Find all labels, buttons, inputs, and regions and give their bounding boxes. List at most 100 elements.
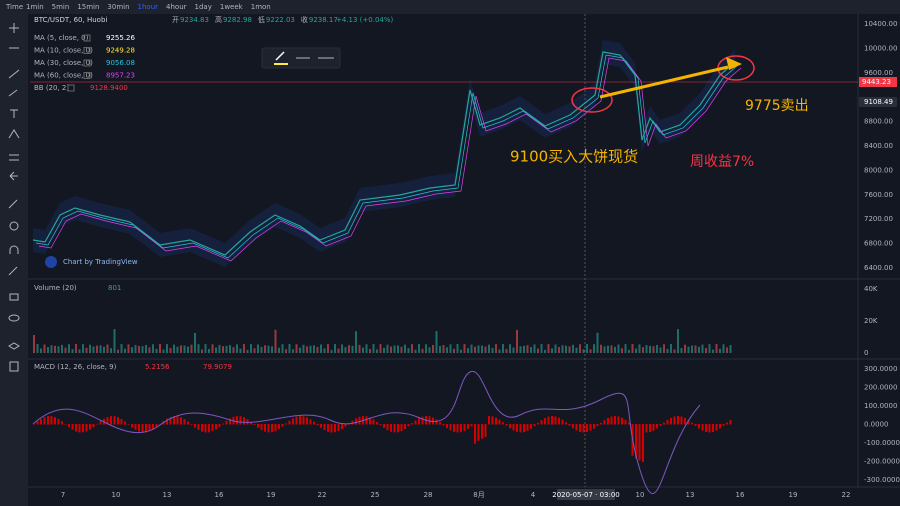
macd-bar xyxy=(264,424,266,432)
volume-bar xyxy=(663,344,665,353)
pen-icon[interactable] xyxy=(275,51,285,61)
macd-bar xyxy=(113,416,116,425)
volume-bar xyxy=(386,344,389,353)
volume-bar xyxy=(320,344,322,353)
volume-bar xyxy=(407,348,410,353)
interval-button[interactable]: 1min xyxy=(26,3,44,11)
macd-bar xyxy=(502,422,504,425)
time-tick: 16 xyxy=(736,491,745,499)
volume-bar xyxy=(232,347,235,353)
volume-bar xyxy=(260,346,263,353)
interval-button[interactable]: 4hour xyxy=(166,3,187,11)
volume-bar xyxy=(509,344,511,353)
volume-bar xyxy=(250,344,252,353)
macd-bar xyxy=(670,417,672,425)
macd-bar xyxy=(166,418,168,425)
volume-tick: 0 xyxy=(864,349,868,357)
symbol[interactable]: BTC/USDT, 60, Huobi xyxy=(34,16,107,24)
macd-bar xyxy=(484,424,487,438)
interval-button[interactable]: 1mon xyxy=(251,3,271,11)
macd-bar xyxy=(222,423,224,425)
macd-bar xyxy=(428,416,431,425)
volume-bar xyxy=(278,347,280,353)
volume-bar xyxy=(481,345,483,353)
macd-bar xyxy=(99,421,102,425)
volume-bar xyxy=(666,348,669,353)
macd-bar xyxy=(358,416,361,425)
volume-bar xyxy=(537,348,539,353)
indicator-toggle[interactable] xyxy=(83,59,91,67)
price-tick: 7600.00 xyxy=(864,191,893,199)
volume-bar xyxy=(138,345,140,353)
volume-bar xyxy=(596,332,599,353)
indicator-toggle[interactable] xyxy=(83,34,91,42)
volume-bar xyxy=(729,344,732,353)
macd-bar xyxy=(666,420,669,425)
macd-bar xyxy=(554,416,557,425)
time-tick: 4 xyxy=(531,491,536,499)
macd-bar xyxy=(691,422,693,425)
interval-button[interactable]: 30min xyxy=(107,3,129,11)
marker-box xyxy=(859,97,897,107)
ohlc-label: 收 xyxy=(301,15,308,24)
volume-bar xyxy=(124,348,126,353)
macd-bar xyxy=(386,424,389,431)
price-tick: 6800.00 xyxy=(864,240,893,248)
macd-bar xyxy=(204,424,207,433)
price-marker: 9108.49 xyxy=(864,98,893,106)
macd-bar xyxy=(320,424,322,428)
macd-bar xyxy=(33,424,35,425)
macd-bar xyxy=(71,424,74,430)
macd-bar xyxy=(540,420,543,425)
arrow-head xyxy=(726,57,742,70)
volume-bar xyxy=(281,344,284,353)
volume-bar xyxy=(313,345,315,353)
macd-bar xyxy=(411,423,413,425)
volume-bar xyxy=(194,333,196,353)
volume-bar xyxy=(645,345,648,353)
interval-button[interactable]: 15min xyxy=(77,3,99,11)
indicator-toggle[interactable] xyxy=(83,47,91,54)
volume-bar xyxy=(495,344,497,353)
interval-button[interactable]: 1hour xyxy=(138,3,159,11)
volume-bar xyxy=(71,349,74,353)
macd-bar xyxy=(68,424,70,428)
macd-bar xyxy=(292,418,294,425)
macd-bar xyxy=(582,424,585,433)
macd-bar xyxy=(229,418,231,425)
volume-bar xyxy=(491,347,494,353)
macd-bar xyxy=(509,424,511,429)
plot xyxy=(32,40,742,495)
indicator-toggle[interactable] xyxy=(67,84,75,92)
macd-bar xyxy=(488,416,490,425)
volume-bar xyxy=(271,346,273,353)
macd-bar xyxy=(530,424,532,429)
interval-button[interactable]: 5min xyxy=(52,3,70,11)
macd-bar xyxy=(327,424,329,432)
macd-bar xyxy=(75,424,77,432)
ohlc-value: 9222.03 xyxy=(266,16,295,24)
volume-bar xyxy=(568,346,571,353)
volume-bar xyxy=(218,344,221,353)
macd-bar xyxy=(684,417,686,425)
macd-bar xyxy=(645,424,648,433)
macd-bar xyxy=(593,424,595,429)
interval-button[interactable]: 1day xyxy=(195,3,212,11)
time-tick: 25 xyxy=(371,491,380,499)
volume-bar xyxy=(78,349,81,353)
macd-bar xyxy=(309,419,312,425)
volume-bar xyxy=(551,348,553,353)
volume-bar xyxy=(414,349,417,353)
macd-bar xyxy=(663,422,665,425)
volume-bar xyxy=(344,347,347,353)
macd-bar xyxy=(330,424,333,433)
macd-bar xyxy=(614,416,616,425)
macd-bar xyxy=(365,416,368,425)
volume-bar xyxy=(400,346,403,353)
volume-bar xyxy=(673,349,676,353)
volume-bar xyxy=(432,345,434,353)
macd-bar xyxy=(498,419,501,425)
macd-bar xyxy=(495,417,497,425)
interval-button[interactable]: 1week xyxy=(220,3,244,11)
indicator-toggle[interactable] xyxy=(83,72,91,79)
